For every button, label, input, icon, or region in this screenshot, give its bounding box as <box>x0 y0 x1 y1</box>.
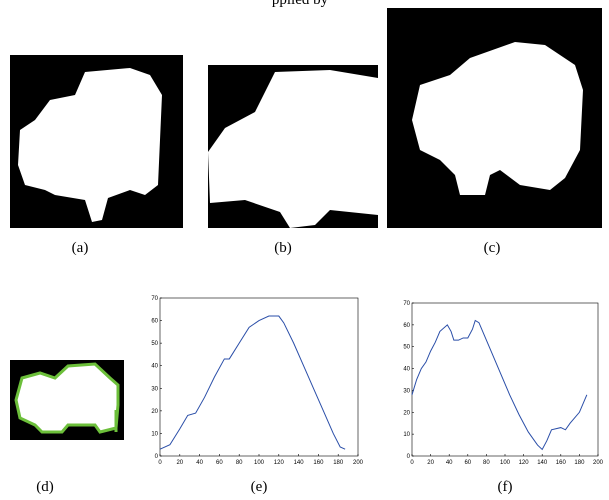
y-tick-label: 40 <box>403 367 410 373</box>
line <box>159 315 346 450</box>
x-tick-label: 180 <box>574 460 585 466</box>
panel-label: (d) <box>36 479 54 495</box>
plot-frame <box>411 302 599 457</box>
x-tick-label: 0 <box>410 460 414 466</box>
x-tick-label: 0 <box>158 460 162 466</box>
x-tick-label: 100 <box>254 460 265 466</box>
x-tick-label: 60 <box>216 460 223 466</box>
x-tick-label: 40 <box>196 460 203 466</box>
y-tick-label: 10 <box>151 431 158 437</box>
x-tick-label: 40 <box>446 460 453 466</box>
y-tick-label: 20 <box>151 409 158 415</box>
x-tick-label: 120 <box>519 460 530 466</box>
shape-c <box>412 42 583 195</box>
x-tick-label: 20 <box>427 460 434 466</box>
y-tick-label: 50 <box>151 341 158 347</box>
y-tick-label: 50 <box>403 345 410 351</box>
x-tick-label: 120 <box>274 460 285 466</box>
x-tick-label: 200 <box>593 460 604 466</box>
panel-label: (b) <box>274 240 292 256</box>
y-tick-label: 30 <box>151 386 158 392</box>
y-tick-label: 70 <box>403 301 410 307</box>
x-tick-label: 160 <box>556 460 567 466</box>
x-tick-label: 80 <box>236 460 243 466</box>
y-tick-label: 0 <box>407 454 411 460</box>
x-tick-label: 140 <box>537 460 548 466</box>
panel-label: (e) <box>251 479 268 495</box>
y-tick-label: 60 <box>151 319 158 325</box>
x-tick-label: 100 <box>500 460 511 466</box>
line <box>411 319 588 451</box>
y-tick-label: 0 <box>155 454 159 460</box>
panel-label: (a) <box>72 240 89 256</box>
y-tick-label: 40 <box>151 364 158 370</box>
x-tick-label: 80 <box>483 460 490 466</box>
y-tick-label: 10 <box>403 432 410 438</box>
x-tick-label: 160 <box>313 460 324 466</box>
caption-fragment: pplied by <box>272 0 329 8</box>
panel-label: (f) <box>498 479 513 495</box>
shape-b <box>208 70 378 228</box>
y-tick-label: 60 <box>403 323 410 329</box>
plot-frame <box>159 297 359 457</box>
y-tick-label: 30 <box>403 388 410 394</box>
x-tick-label: 180 <box>333 460 344 466</box>
panel-label: (c) <box>484 240 501 256</box>
y-tick-label: 20 <box>403 410 410 416</box>
x-tick-label: 20 <box>176 460 183 466</box>
x-tick-label: 140 <box>294 460 305 466</box>
x-tick-label: 200 <box>353 460 364 466</box>
x-tick-label: 60 <box>464 460 471 466</box>
shape-d <box>14 362 120 434</box>
y-tick-label: 70 <box>151 296 158 302</box>
shape-a <box>18 68 162 222</box>
